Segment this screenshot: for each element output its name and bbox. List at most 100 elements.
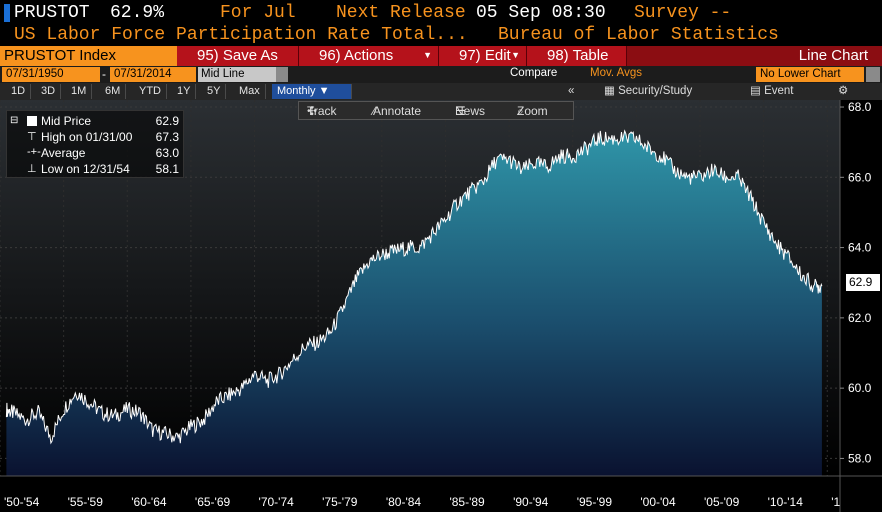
frequency-dropdown-icon: ▼ bbox=[318, 85, 330, 97]
x-axis-ticks: '50-'54 '55-'59 '60-'64 '65-'69 '70-'74 '75-'… bbox=[4, 495, 841, 509]
chart-area[interactable]: 58.0 60.0 62.0 64.0 66.0 68.0 '50-'54'55-'59 '… bbox=[0, 100, 882, 512]
legend-high-row: ⊤ High on 01/31/00 67.3 bbox=[7, 130, 185, 145]
period-ytd[interactable]: YTD bbox=[134, 84, 167, 99]
line-chart[interactable]: 58.060.062.064.066.068.0 '50-'54'55-'59 '… bbox=[0, 100, 882, 512]
average-marker-icon: -+- bbox=[27, 146, 41, 158]
period-3d[interactable]: 3D bbox=[36, 84, 62, 99]
y-tick-label: 62.0 bbox=[848, 311, 872, 325]
x-tick-label: '65-'69 bbox=[195, 495, 231, 509]
x-tick-label: '75-'79 bbox=[322, 495, 358, 509]
last-value: 62.9% bbox=[110, 3, 165, 23]
chart-view-label: Line Chart bbox=[798, 47, 868, 64]
ticker-symbol: PRUSTOT bbox=[14, 3, 90, 23]
period-1m[interactable]: 1M bbox=[66, 84, 93, 99]
track-icon: ✣ bbox=[307, 104, 318, 118]
description-row: US Labor Force Participation Rate Total.… bbox=[0, 25, 882, 45]
period-max[interactable]: Max bbox=[234, 84, 266, 99]
edit-dropdown-icon: ▼ bbox=[511, 50, 520, 60]
high-marker-icon: ⊤ bbox=[27, 131, 37, 143]
edit-label: 97) Edit bbox=[459, 47, 511, 64]
chart-legend[interactable]: ⊟ Mid Price 62.9 ⊤ High on 01/31/00 67.3… bbox=[6, 110, 184, 178]
next-release-label: Next Release bbox=[336, 3, 466, 23]
legend-mid-label: Mid Price bbox=[41, 114, 92, 128]
mid-price-swatch-icon bbox=[27, 116, 37, 126]
security-description: US Labor Force Participation Rate Total.… bbox=[14, 25, 468, 45]
track-label: Track bbox=[307, 104, 337, 118]
y-tick-label: 66.0 bbox=[848, 170, 872, 184]
legend-low-row: ⊥ Low on 12/31/54 58.1 bbox=[7, 162, 185, 177]
security-source: Bureau of Labor Statistics bbox=[498, 25, 779, 45]
legend-collapse-icon[interactable]: ⊟ bbox=[10, 115, 19, 126]
series-area bbox=[6, 130, 822, 476]
y-tick-label: 58.0 bbox=[848, 451, 872, 465]
lower-chart-arrow-icon[interactable] bbox=[866, 67, 880, 82]
x-tick-label: '00-'04 bbox=[640, 495, 676, 509]
legend-mid-row: Mid Price 62.9 bbox=[7, 114, 185, 129]
news-label: News bbox=[455, 104, 486, 118]
compare-button[interactable]: Compare bbox=[510, 67, 558, 79]
security-flag bbox=[4, 4, 10, 22]
actions-button[interactable]: 96) Actions ▼ bbox=[299, 46, 439, 66]
end-date-field[interactable]: 07/31/2014 bbox=[110, 67, 196, 82]
x-tick-label: '60-'64 bbox=[131, 495, 167, 509]
legend-mid-value: 62.9 bbox=[155, 114, 179, 128]
index-label[interactable]: PRUSTOT Index bbox=[0, 46, 177, 66]
survey-label: Survey -- bbox=[634, 3, 732, 23]
x-tick-label: '50-'54 bbox=[4, 495, 40, 509]
ticker-header: PRUSTOT 62.9% For Jul Next Release 05 Se… bbox=[0, 0, 882, 26]
chart-tools-bar: ✣ Track ⁄ Annotate ☰ News ⌕ Zoom bbox=[298, 101, 574, 120]
annotate-label: Annotate bbox=[373, 104, 422, 118]
legend-high-value: 67.3 bbox=[155, 130, 179, 144]
legend-high-label: High on 01/31/00 bbox=[41, 130, 133, 144]
for-period: For Jul bbox=[220, 3, 296, 23]
date-controls: 07/31/1950 - 07/31/2014 Mid Line Compare… bbox=[0, 66, 882, 83]
x-tick-label: '80-'84 bbox=[386, 495, 422, 509]
event-label: Event bbox=[764, 85, 794, 97]
legend-low-label: Low on 12/31/54 bbox=[41, 162, 130, 176]
next-release-value: 05 Sep 08:30 bbox=[476, 3, 606, 23]
frequency-label: Monthly bbox=[277, 85, 316, 97]
actions-dropdown-icon: ▼ bbox=[423, 50, 432, 60]
event-button[interactable]: ▤ Event bbox=[750, 84, 793, 99]
news-icon: ☰ bbox=[455, 104, 466, 118]
x-tick-label: '90-'94 bbox=[513, 495, 549, 509]
frequency-select[interactable]: Monthly ▼ bbox=[272, 84, 352, 99]
security-study-icon: ▦ bbox=[604, 85, 619, 97]
field-select-arrow-icon[interactable] bbox=[276, 67, 288, 82]
legend-average-row: -+- Average 63.0 bbox=[7, 146, 185, 161]
security-study-label: Security/Study bbox=[618, 85, 693, 97]
lower-chart-select[interactable]: No Lower Chart bbox=[756, 67, 864, 82]
field-select[interactable]: Mid Line bbox=[198, 67, 276, 82]
x-tick-label: '95-'99 bbox=[577, 495, 613, 509]
save-as-label: 95) Save As bbox=[197, 47, 278, 64]
actions-label: 96) Actions bbox=[319, 47, 394, 64]
zoom-label: Zoom bbox=[517, 104, 548, 118]
low-marker-icon: ⊥ bbox=[27, 163, 37, 175]
edit-button[interactable]: 97) Edit ▼ bbox=[439, 46, 527, 66]
date-separator: - bbox=[102, 67, 106, 81]
x-tick-label: '05-'09 bbox=[704, 495, 740, 509]
x-tick-label: '70-'74 bbox=[259, 495, 295, 509]
y-tick-label: 60.0 bbox=[848, 381, 872, 395]
function-toolbar: PRUSTOT Index 95) Save As 96) Actions ▼ … bbox=[0, 46, 882, 66]
legend-average-value: 63.0 bbox=[155, 146, 179, 160]
table-label: 98) Table bbox=[547, 47, 609, 64]
period-1d[interactable]: 1D bbox=[6, 84, 32, 99]
period-6m[interactable]: 6M bbox=[100, 84, 127, 99]
settings-gear-icon[interactable]: ⚙ bbox=[838, 85, 849, 97]
collapse-icon[interactable]: « bbox=[568, 85, 575, 97]
period-1y[interactable]: 1Y bbox=[172, 84, 197, 99]
mov-avgs-button[interactable]: Mov. Avgs bbox=[590, 67, 642, 79]
y-tick-label: 64.0 bbox=[848, 241, 872, 255]
legend-average-label: Average bbox=[41, 146, 86, 160]
save-as-button[interactable]: 95) Save As bbox=[177, 46, 299, 66]
x-tick-label: '85-'89 bbox=[449, 495, 485, 509]
period-5y[interactable]: 5Y bbox=[202, 84, 227, 99]
annotate-icon: ⁄ bbox=[373, 104, 376, 118]
period-selector: 1D 3D 1M 6M YTD 1Y 5Y Max Monthly ▼ « ▦ … bbox=[0, 83, 882, 100]
x-tick-label: '10-'14 bbox=[768, 495, 804, 509]
security-study-button[interactable]: ▦ Security/Study bbox=[604, 84, 692, 99]
start-date-field[interactable]: 07/31/1950 bbox=[2, 67, 100, 82]
y-axis-ticks: 58.0 60.0 62.0 64.0 66.0 68.0 bbox=[840, 100, 872, 465]
table-button[interactable]: 98) Table bbox=[527, 46, 627, 66]
